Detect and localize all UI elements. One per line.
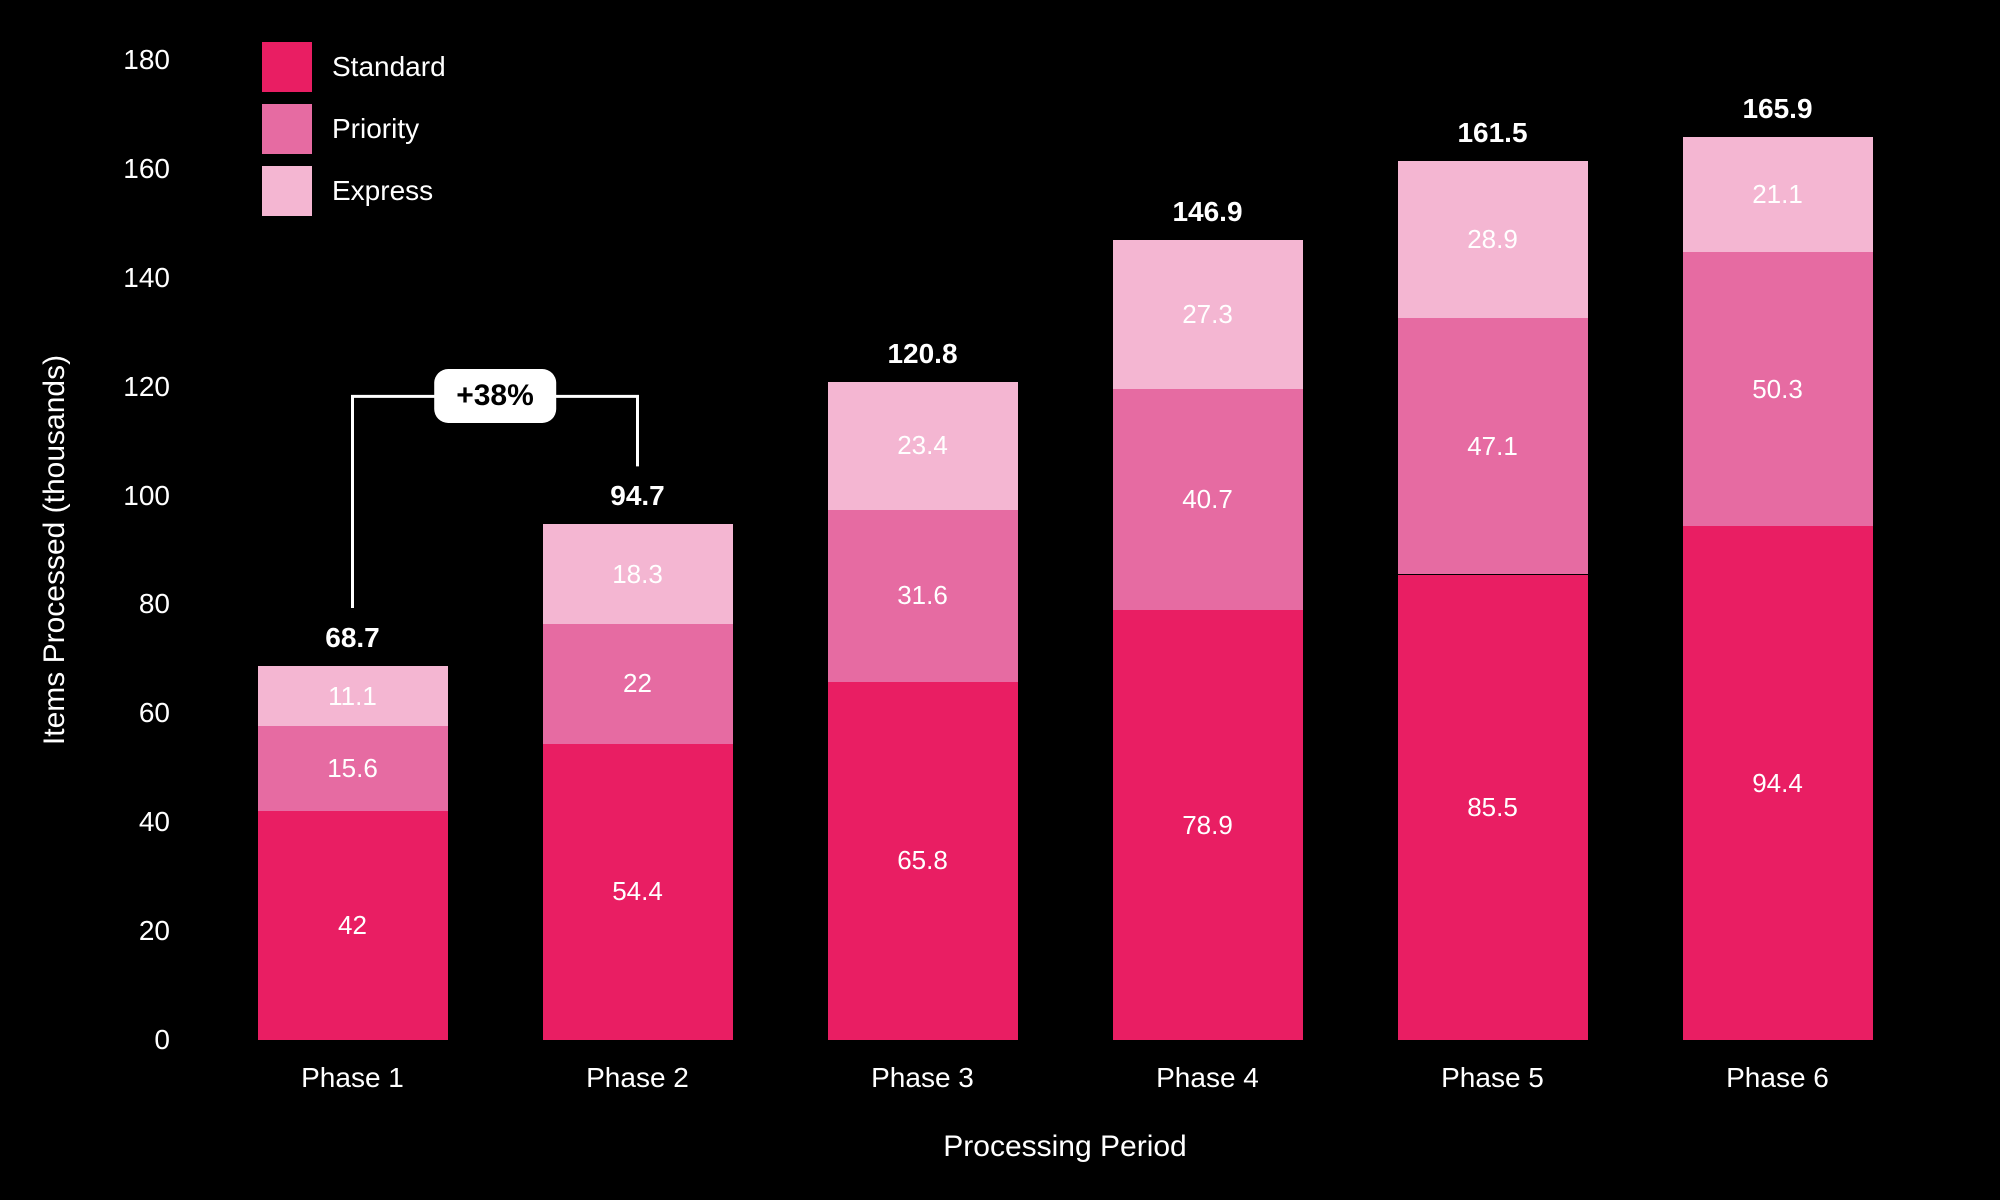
y-tick-label: 160 <box>0 153 170 185</box>
y-tick-label: 60 <box>0 697 170 729</box>
x-tick-label: Phase 3 <box>871 1062 974 1094</box>
bar-segment-value: 54.4 <box>612 876 663 907</box>
legend-item: Express <box>260 164 446 218</box>
bar-segment-value: 85.5 <box>1467 792 1518 823</box>
legend-label: Standard <box>332 51 446 83</box>
legend-item: Standard <box>260 40 446 94</box>
legend-swatch <box>260 40 314 94</box>
x-tick-label: Phase 1 <box>301 1062 404 1094</box>
legend-label: Express <box>332 175 433 207</box>
y-tick-label: 120 <box>0 371 170 403</box>
bar-segment-express: 21.1 <box>1683 137 1873 252</box>
bar-segment-value: 23.4 <box>897 430 948 461</box>
bar-segment-standard: 42 <box>258 811 448 1040</box>
bar-segment-priority: 31.6 <box>828 510 1018 682</box>
bar-segment-standard: 94.4 <box>1683 526 1873 1040</box>
y-tick-label: 140 <box>0 262 170 294</box>
bar-segment-standard: 85.5 <box>1398 575 1588 1041</box>
bar-total-label: 146.9 <box>1172 196 1242 228</box>
y-tick-label: 100 <box>0 480 170 512</box>
bar-segment-value: 11.1 <box>328 681 377 712</box>
y-axis-title: Items Processed (thousands) <box>38 355 72 745</box>
stacked-bar-chart: Items Processed (thousands) 0 20 40 60 80 100 1… <box>0 0 2000 1200</box>
x-tick-label: Phase 4 <box>1156 1062 1259 1094</box>
bar-segment-express: 11.1 <box>258 666 448 726</box>
bar-segment-value: 18.3 <box>612 559 663 590</box>
bar-segment-express: 18.3 <box>543 524 733 624</box>
bar-segment-standard: 54.4 <box>543 744 733 1040</box>
y-tick-label: 40 <box>0 806 170 838</box>
legend-swatch <box>260 102 314 156</box>
bar-segment-value: 47.1 <box>1467 431 1518 462</box>
bar-segment-priority: 40.7 <box>1113 389 1303 611</box>
y-tick-label: 0 <box>0 1024 170 1056</box>
bar-segment-value: 65.8 <box>897 845 948 876</box>
bar-total-label: 161.5 <box>1457 117 1527 149</box>
bar-segment-express: 27.3 <box>1113 240 1303 389</box>
bar-segment-express: 23.4 <box>828 382 1018 509</box>
bar-segment-priority: 15.6 <box>258 726 448 811</box>
y-tick-label: 180 <box>0 44 170 76</box>
bar-segment-value: 40.7 <box>1182 484 1233 515</box>
bar-segment-value: 42 <box>338 910 367 941</box>
bar-segment-value: 22 <box>623 668 652 699</box>
bar-segment-express: 28.9 <box>1398 161 1588 318</box>
bar-segment-value: 21.1 <box>1752 179 1803 210</box>
x-axis-title: Processing Period <box>943 1130 1186 1164</box>
y-tick-label: 80 <box>0 588 170 620</box>
y-tick-label: 20 <box>0 915 170 947</box>
bar-segment-value: 27.3 <box>1182 299 1233 330</box>
growth-pill: +38% <box>434 369 556 423</box>
bar-segment-value: 50.3 <box>1752 374 1803 405</box>
bar-segment-value: 28.9 <box>1467 224 1518 255</box>
bar-segment-standard: 78.9 <box>1113 610 1303 1040</box>
legend-swatch <box>260 164 314 218</box>
bar-segment-priority: 22 <box>543 624 733 744</box>
bar-total-label: 120.8 <box>887 338 957 370</box>
bar-segment-value: 31.6 <box>897 580 948 611</box>
bar-total-label: 94.7 <box>610 480 665 512</box>
bar-segment-value: 15.6 <box>327 753 378 784</box>
legend-item: Priority <box>260 102 446 156</box>
bar-segment-priority: 50.3 <box>1683 252 1873 526</box>
x-tick-label: Phase 2 <box>586 1062 689 1094</box>
x-tick-label: Phase 6 <box>1726 1062 1829 1094</box>
bar-segment-priority: 47.1 <box>1398 318 1588 574</box>
bar-segment-value: 78.9 <box>1182 810 1233 841</box>
bar-segment-value: 94.4 <box>1752 768 1803 799</box>
bar-total-label: 68.7 <box>325 622 380 654</box>
bar-total-label: 165.9 <box>1742 93 1812 125</box>
bar-segment-standard: 65.8 <box>828 682 1018 1040</box>
legend: Standard Priority Express <box>260 40 446 226</box>
legend-label: Priority <box>332 113 419 145</box>
x-tick-label: Phase 5 <box>1441 1062 1544 1094</box>
